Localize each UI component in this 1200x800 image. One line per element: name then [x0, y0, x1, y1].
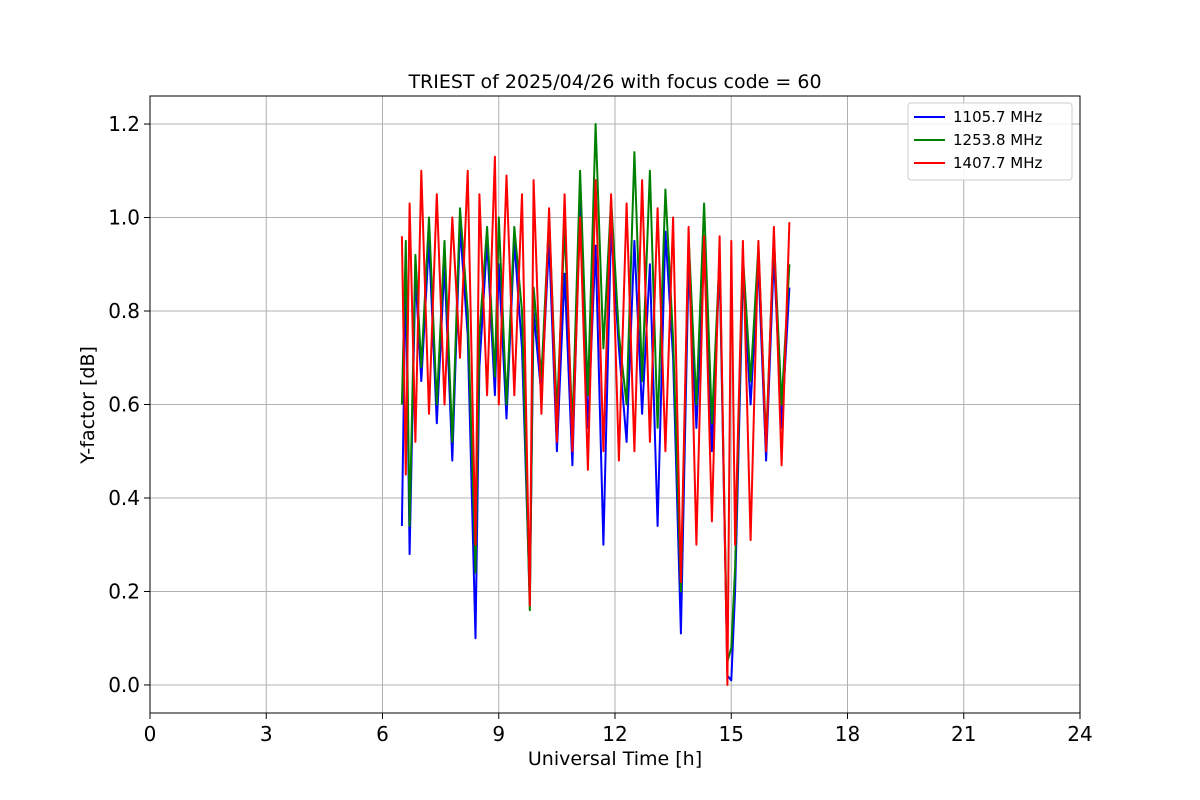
x-tick-label: 3: [260, 722, 273, 746]
x-axis: 0 3 6 9 12 15 18 21 24: [144, 713, 1093, 746]
y-tick-label: 1.0: [108, 206, 140, 230]
y-axis: 0.0 0.2 0.4 0.6 0.8 1.0 1.2: [108, 112, 150, 697]
legend-box: [907, 102, 1073, 181]
x-tick-label: 6: [376, 722, 389, 746]
series-line: [400, 155, 791, 686]
series-group: [400, 123, 791, 686]
x-tick-label: 18: [835, 722, 860, 746]
legend-entry: 1105.7 MHz: [953, 108, 1042, 126]
x-tick-label: 9: [492, 722, 505, 746]
x-tick-label: 24: [1067, 722, 1092, 746]
y-axis-label: Y-factor [dB]: [77, 346, 99, 465]
chart-title: TRIEST of 2025/04/26 with focus code = 6…: [407, 71, 821, 93]
legend-entry: 1407.7 MHz: [953, 154, 1042, 172]
x-tick-label: 21: [951, 722, 976, 746]
x-tick-label: 0: [144, 722, 157, 746]
legend-entry: 1253.8 MHz: [953, 131, 1042, 149]
y-tick-label: 0.2: [108, 579, 140, 603]
x-tick-label: 12: [602, 722, 627, 746]
y-tick-label: 0.4: [108, 486, 140, 510]
y-tick-label: 0.6: [108, 393, 140, 417]
y-tick-label: 0.8: [108, 299, 140, 323]
x-tick-label: 15: [719, 722, 744, 746]
x-axis-label: Universal Time [h]: [528, 748, 702, 770]
legend: 1105.7 MHz 1253.8 MHz 1407.7 MHz: [907, 102, 1073, 181]
y-tick-label: 0.0: [108, 673, 140, 697]
y-tick-label: 1.2: [108, 112, 140, 136]
